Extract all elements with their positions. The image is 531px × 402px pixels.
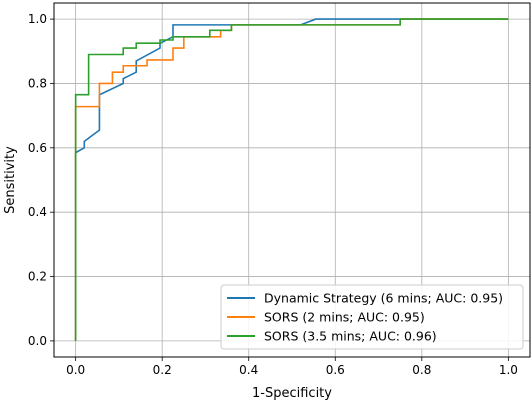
plot-frame — [53, 2, 531, 358]
legend-label: SORS (2 mins; AUC: 0.95) — [264, 310, 425, 325]
axis-ticks: 0.0 0.2 0.4 0.6 0.8 1.0 0.0 0.2 0.4 0.6 0.8 1.0 — [28, 12, 518, 377]
legend-label: SORS (3.5 mins; AUC: 0.96) — [264, 329, 437, 344]
x-tick-label: 0.4 — [239, 363, 258, 377]
legend-box — [220, 284, 524, 350]
series-line-3 — [74, 18, 509, 341]
legend-entries: Dynamic Strategy (6 mins; AUC: 0.95) SORS… — [227, 291, 503, 344]
x-axis-label: 1-Specificity — [252, 386, 332, 401]
y-tick-label: 0.0 — [28, 334, 47, 348]
y-tick-label: 1.0 — [28, 12, 47, 26]
y-tick-label: 0.2 — [28, 270, 47, 284]
x-tick-label: 0.0 — [66, 363, 85, 377]
y-tick-label: 0.4 — [28, 205, 47, 219]
series-line-1 — [74, 18, 509, 341]
x-tick-label: 0.2 — [153, 363, 172, 377]
series-lines — [74, 18, 509, 341]
grid — [54, 3, 530, 357]
y-axis-label: Sensitivity — [3, 146, 18, 214]
y-tick-label: 0.6 — [28, 141, 47, 155]
x-tick-label: 1.0 — [499, 363, 518, 377]
legend-label: Dynamic Strategy (6 mins; AUC: 0.95) — [264, 291, 503, 306]
x-tick-label: 0.6 — [326, 363, 345, 377]
x-tick-label: 0.8 — [412, 363, 431, 377]
legend: Dynamic Strategy (6 mins; AUC: 0.95) SORS… — [220, 284, 524, 350]
y-tick-label: 0.8 — [28, 76, 47, 90]
